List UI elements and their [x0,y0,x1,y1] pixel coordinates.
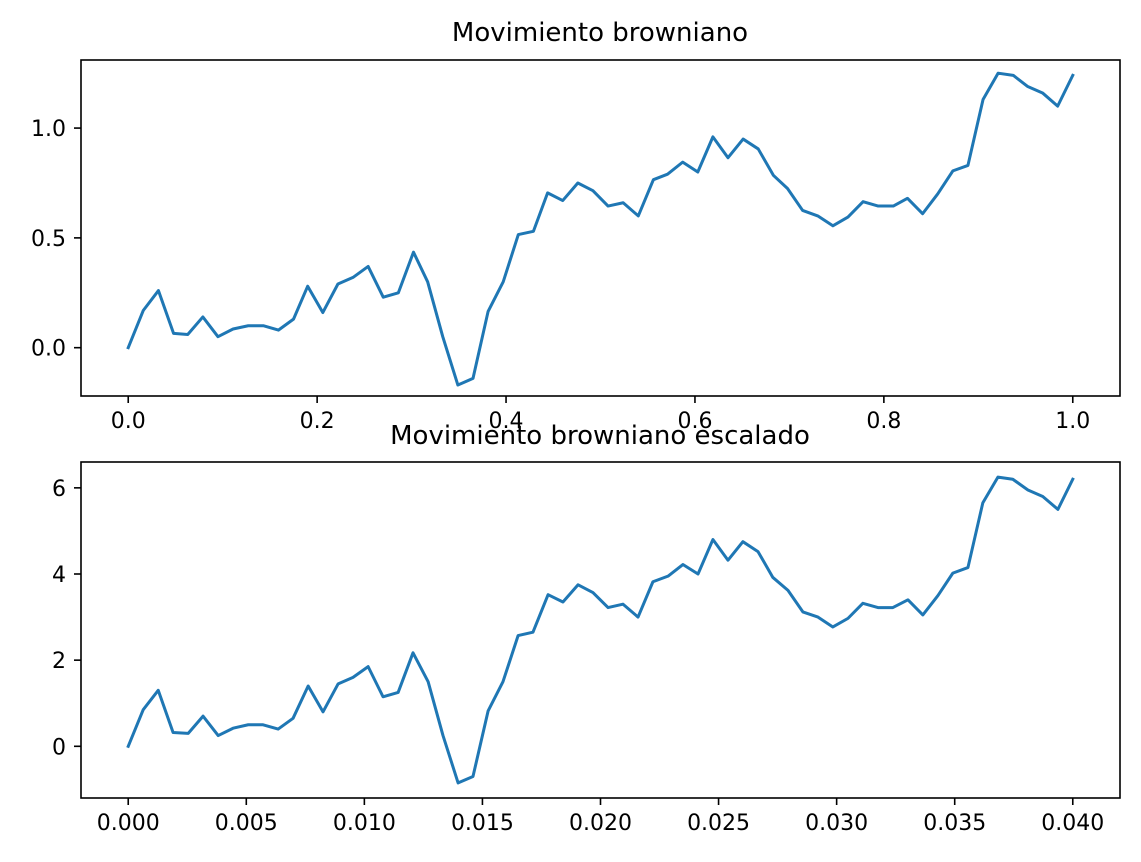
series-line [126,475,1075,785]
x-tick-label: 0.035 [923,811,986,836]
x-axis: 0.000 0.005 0.010 0.015 0.020 0.025 0.030 0.035… [97,798,1104,836]
x-tick-label: 0.8 [866,409,901,434]
y-tick-label: 0.5 [31,227,66,252]
x-tick-label: 0.015 [451,811,514,836]
x-tick-label: 0.6 [677,409,712,434]
x-axis: 0.0 0.2 0.4 0.6 0.8 1.0 [111,396,1090,434]
x-tick-label: 0.010 [333,811,396,836]
x-tick-label: 1.0 [1055,409,1090,434]
series-line [126,71,1075,387]
x-tick-label: 0.040 [1041,811,1104,836]
y-tick-label: 6 [52,477,66,502]
axes-frame [80,59,1121,397]
y-tick-label: 1.0 [31,117,66,142]
chart-brownian-motion: Movimiento browniano 0.0 0.2 0.4 0.6 0.8 1.0 … [31,18,1121,434]
x-tick-label: 0.4 [489,409,524,434]
y-tick-label: 2 [52,649,66,674]
y-tick-label: 4 [52,563,66,588]
x-tick-label: 0.0 [111,409,146,434]
x-tick-label: 0.030 [805,811,868,836]
chart-scaled-brownian-motion: Movimiento browniano escalado 0.000 0.005… [52,421,1121,836]
x-tick-label: 0.005 [215,811,278,836]
chart-title: Movimiento browniano [452,18,748,48]
x-tick-label: 0.025 [687,811,750,836]
y-tick-label: 0.0 [31,337,66,362]
x-tick-label: 0.000 [97,811,160,836]
x-tick-label: 0.020 [569,811,632,836]
y-axis: 0 2 4 6 [52,477,81,760]
y-axis: 0.0 0.5 1.0 [31,117,81,362]
y-tick-label: 0 [52,735,66,760]
x-tick-label: 0.2 [300,409,335,434]
chart-title: Movimiento browniano escalado [390,421,810,451]
